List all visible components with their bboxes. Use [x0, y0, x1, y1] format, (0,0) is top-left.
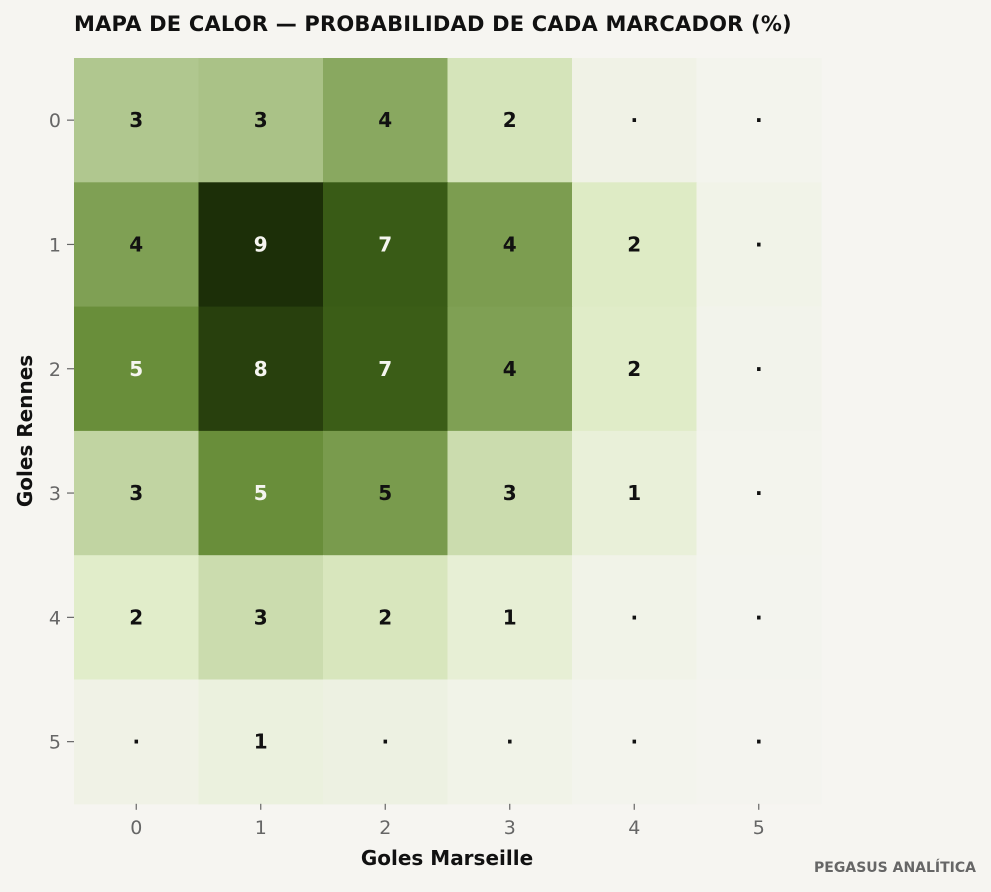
heatmap-cell-label: · — [506, 730, 514, 754]
heatmap-cell — [696, 182, 822, 308]
heatmap-cell-label: 5 — [378, 481, 392, 505]
heatmap-cell-label: 1 — [627, 481, 641, 505]
heatmap-cell-label: · — [755, 605, 763, 629]
heatmap-cell-label: 5 — [254, 481, 268, 505]
heatmap-cell — [447, 182, 573, 308]
y-axis-label: Goles Rennes — [13, 355, 37, 507]
heatmap-cell-label: · — [755, 730, 763, 754]
heatmap-cell — [447, 58, 573, 183]
heatmap-cell-label: 3 — [254, 605, 268, 629]
heatmap-cell-label: 2 — [627, 232, 641, 256]
heatmap-cell-label: · — [755, 232, 763, 256]
heatmap-cell — [696, 430, 822, 556]
heatmap-cell-label: 7 — [378, 232, 392, 256]
heatmap-cell — [447, 430, 573, 556]
heatmap-cell-label: · — [755, 481, 763, 505]
heatmap-cell — [572, 306, 698, 432]
y-tick-label: 4 — [49, 607, 61, 629]
heatmap-cell — [696, 555, 822, 681]
x-tick-label: 3 — [504, 817, 516, 839]
heatmap-cell — [323, 306, 449, 432]
heatmap-cell — [198, 182, 324, 308]
heatmap-cell — [447, 555, 573, 681]
heatmap-cell-label: · — [132, 730, 140, 754]
heatmap-cell — [74, 430, 200, 556]
heatmap-cell — [572, 679, 698, 805]
heatmap-cell-label: 2 — [378, 605, 392, 629]
heatmap-cell — [323, 58, 449, 183]
heatmap-cell — [323, 679, 449, 805]
heatmap-cell — [696, 679, 822, 805]
heatmap-cell — [323, 555, 449, 681]
heatmap-cell-label: 7 — [378, 357, 392, 381]
heatmap-cell — [572, 555, 698, 681]
heatmap-cell — [74, 679, 200, 805]
heatmap-cell — [198, 430, 324, 556]
heatmap-cell-label: · — [630, 605, 638, 629]
heatmap-cell-label: 3 — [503, 481, 517, 505]
heatmap-cell-label: 3 — [254, 108, 268, 132]
heatmap-cell-label: 2 — [503, 108, 517, 132]
x-axis-label: Goles Marseille — [361, 846, 533, 870]
heatmap-cell — [74, 555, 200, 681]
chart-title: MAPA DE CALOR — PROBABILIDAD DE CADA MAR… — [74, 12, 792, 36]
credit-text: PEGASUS ANALÍTICA — [814, 860, 976, 876]
heatmap-cell-label: · — [755, 108, 763, 132]
heatmap-cell — [323, 182, 449, 308]
heatmap-cell-label: 9 — [254, 232, 268, 256]
y-axis-ticks: 0 1 2 3 4 5 — [49, 110, 74, 754]
heatmap-cells — [74, 58, 822, 805]
heatmap-cell — [572, 430, 698, 556]
heatmap-cell — [198, 306, 324, 432]
heatmap-cell-label: 2 — [129, 605, 143, 629]
x-tick-label: 0 — [130, 817, 142, 839]
heatmap-cell-label: 4 — [503, 357, 517, 381]
heatmap-cell-label: 5 — [129, 357, 143, 381]
heatmap-cell — [696, 306, 822, 432]
heatmap-cell-label: 1 — [503, 605, 517, 629]
heatmap-cell-label: 4 — [503, 232, 517, 256]
heatmap-cell — [572, 182, 698, 308]
heatmap-cell-label: · — [381, 730, 389, 754]
heatmap-cell-label: 1 — [254, 730, 268, 754]
heatmap-cell-label: 8 — [254, 357, 268, 381]
heatmap-cell-label: · — [630, 730, 638, 754]
x-tick-label: 1 — [255, 817, 267, 839]
heatmap-cell — [74, 306, 200, 432]
y-tick-label: 3 — [49, 483, 61, 505]
x-tick-label: 4 — [628, 817, 640, 839]
y-tick-label: 0 — [49, 110, 61, 132]
heatmap-cell-label: 2 — [627, 357, 641, 381]
x-tick-label: 5 — [753, 817, 765, 839]
heatmap-cell — [74, 58, 200, 183]
heatmap-cell — [74, 182, 200, 308]
heatmap-cell-label: 3 — [129, 108, 143, 132]
y-tick-label: 1 — [49, 234, 61, 256]
heatmap-cell — [198, 555, 324, 681]
heatmap-cell-label: 4 — [129, 232, 143, 256]
heatmap-cell — [198, 679, 324, 805]
heatmap-cell-label: 3 — [129, 481, 143, 505]
x-axis-ticks: 0 1 2 3 4 5 — [130, 803, 765, 839]
heatmap-cell-label: · — [755, 357, 763, 381]
y-tick-label: 2 — [49, 359, 61, 381]
heatmap-cell — [447, 679, 573, 805]
heatmap-cell-label: · — [630, 108, 638, 132]
y-tick-label: 5 — [49, 732, 61, 754]
heatmap-cell — [572, 58, 698, 183]
heatmap-cell — [696, 58, 822, 183]
heatmap-cell — [198, 58, 324, 183]
heatmap-cell-label: 4 — [378, 108, 392, 132]
heatmap-cell — [447, 306, 573, 432]
x-tick-label: 2 — [379, 817, 391, 839]
heatmap-cell — [323, 430, 449, 556]
heatmap-cell-labels: 3 3 4 2 · · 4 9 7 4 2 · 5 8 7 4 2 · 3 5 5 3 1 · 2 3 2 1 · · · 1 · · · · — [129, 108, 762, 754]
